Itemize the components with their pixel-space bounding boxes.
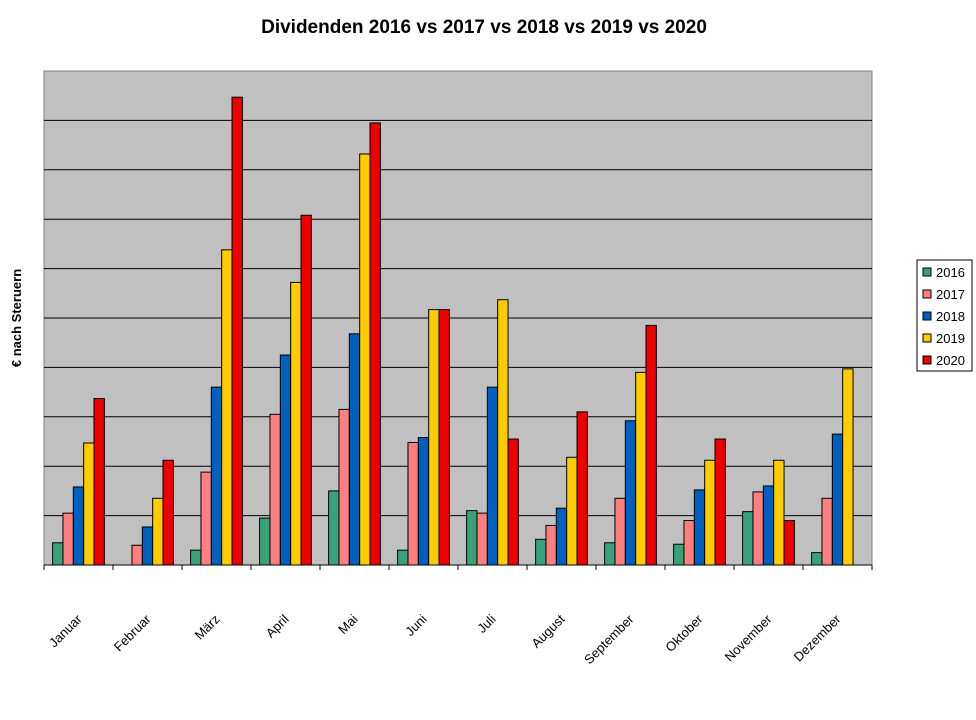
bar-2018-September [624,420,637,566]
bar-2018-Juni [417,437,430,566]
bar-2017-Januar [62,512,74,566]
chart-title: Dividenden 2016 vs 2017 vs 2018 vs 2019 … [261,17,707,38]
legend-label-2019: 2019 [936,331,965,346]
bar-2016-Januar [52,542,64,566]
bars [52,96,854,566]
legend-swatch-2017 [922,289,932,299]
bar-2020-September [645,324,657,566]
bar-2019-Dezember [842,368,854,566]
bar-2018-August [555,507,568,566]
bar-2017-Juni [407,441,419,566]
legend-swatch-2016 [922,267,932,277]
bar-2020-Juli [507,438,519,566]
bar-2017-April [269,413,281,566]
bar-2019-Januar [83,442,95,566]
bar-2019-August [566,456,578,566]
bar-2020-März [231,96,243,566]
bar-2020-Mai [369,122,381,566]
x-tick-label: November [722,611,775,664]
x-tick-label: Februar [111,611,154,654]
bar-2017-Juli [476,512,488,566]
bar-2016-September [604,542,616,566]
bar-2020-August [576,411,588,566]
legend-label-2020: 2020 [936,353,965,368]
bar-2020-November [783,520,795,566]
x-tick-label: Oktober [662,611,706,655]
bar-2019-Juli [497,299,509,566]
bar-2017-Mai [338,408,350,566]
bar-2017-November [752,491,764,566]
bar-2016-März [190,549,202,566]
x-tick-label: Januar [46,611,85,650]
x-tick-label: September [581,611,637,667]
bar-2019-September [635,371,647,566]
x-tick-label: April [263,611,292,640]
bar-2016-April [259,517,271,566]
y-axis-label: € nach Steruern [9,269,24,367]
legend: 2016 2017 2018 2019 2020 [916,259,973,372]
x-tick-label: Mai [335,611,360,636]
bar-2018-April [279,354,292,566]
bar-2018-Dezember [831,433,844,566]
bar-2017-Oktober [683,520,695,566]
legend-label-2017: 2017 [936,287,965,302]
x-tick-label: März [192,612,223,643]
bar-2018-Mai [348,333,361,566]
gridlines [44,119,872,517]
x-tick-labels: Januar Februar März April Mai Juni Juli August S… [46,611,844,667]
bar-2016-Juli [466,510,478,566]
legend-swatch-2018 [922,311,932,321]
bar-2019-Februar [152,497,164,566]
bar-2019-Mai [359,153,371,566]
bar-2016-Dezember [811,552,823,566]
bar-2016-November [742,511,754,566]
bar-2016-August [535,538,547,566]
bar-2017-September [614,497,626,566]
legend-label-2018: 2018 [936,309,965,324]
bar-2018-November [762,485,775,566]
x-tick-label: Dezember [791,611,844,664]
bar-2018-Februar [141,526,154,566]
x-tick-label: August [528,611,567,650]
bar-2016-Oktober [673,543,685,566]
bar-2020-Oktober [714,438,726,566]
bar-2016-Mai [328,490,340,566]
bar-2017-Dezember [821,497,833,566]
bar-2018-März [210,386,223,566]
bar-2018-Januar [72,486,85,566]
bar-2020-Februar [162,459,174,566]
bar-2018-Juli [486,386,499,566]
bar-2018-Oktober [693,489,706,566]
bar-2019-März [221,249,233,566]
bar-2016-Juni [397,549,409,566]
legend-label-2016: 2016 [936,265,965,280]
legend-swatch-2019 [922,333,932,343]
bar-2020-April [300,214,312,566]
bar-2019-Juni [428,309,440,566]
axes [43,564,873,570]
legend-swatch-2020 [922,355,932,365]
bar-2017-August [545,524,557,566]
bar-2020-Juni [438,309,450,566]
bar-2019-November [773,459,785,566]
bar-2019-Oktober [704,459,716,566]
x-tick-label: Juli [474,611,498,635]
bar-2017-März [200,471,212,566]
x-tick-label: Juni [402,611,430,639]
bar-2020-Januar [93,398,105,566]
bar-2017-Februar [131,544,143,566]
bar-2019-April [290,281,302,566]
